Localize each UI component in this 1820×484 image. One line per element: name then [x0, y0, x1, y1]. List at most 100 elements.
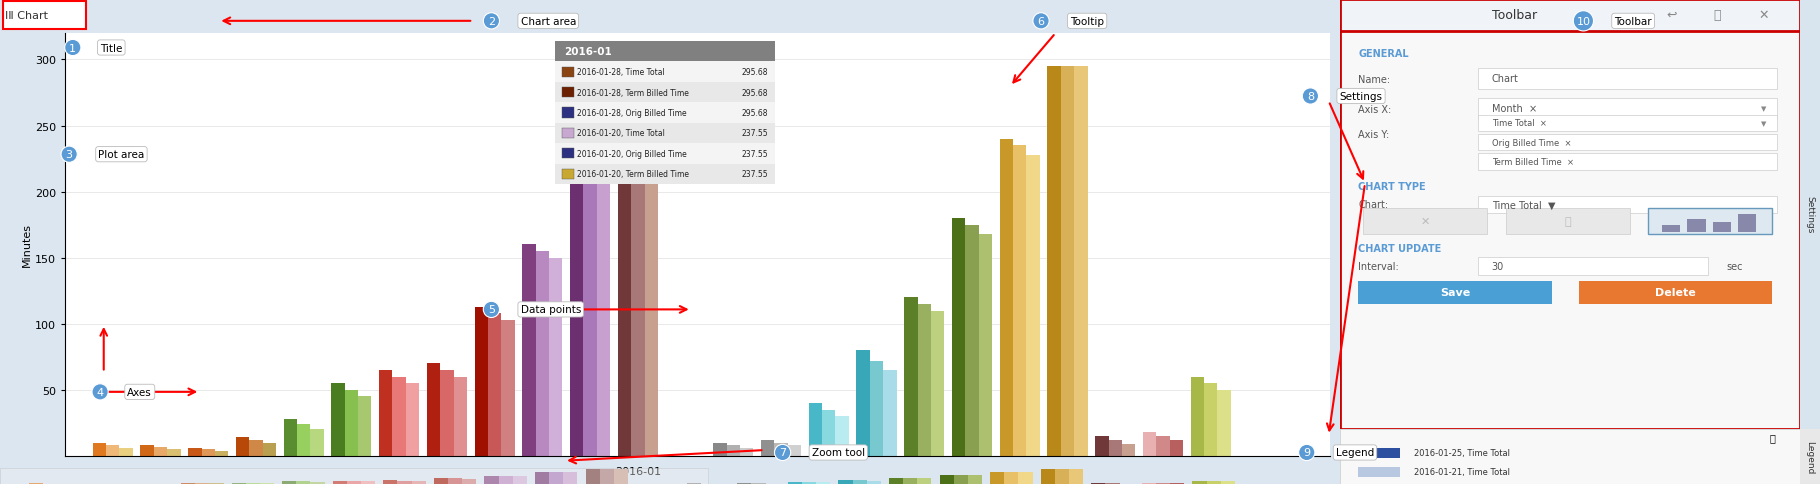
Bar	[555, 123, 775, 144]
Text: 2: 2	[488, 17, 495, 27]
Text: Axis Y:: Axis Y:	[1358, 129, 1390, 139]
Bar	[167, 449, 180, 456]
Bar	[1358, 467, 1400, 477]
Bar	[1478, 153, 1776, 170]
Text: 10: 10	[1576, 17, 1591, 27]
Text: Month  ×: Month ×	[1492, 104, 1536, 114]
Bar	[562, 129, 573, 139]
Bar	[1358, 281, 1552, 304]
Text: Axes: Axes	[127, 387, 153, 397]
Bar	[741, 448, 753, 456]
Bar	[1056, 469, 1068, 484]
Text: Toolbar: Toolbar	[1492, 9, 1538, 22]
Bar	[120, 448, 133, 456]
Bar	[344, 390, 359, 456]
Text: Term Billed Time  ×: Term Billed Time ×	[1492, 157, 1574, 166]
Bar	[1478, 99, 1776, 120]
Bar	[555, 83, 775, 103]
Bar	[917, 304, 930, 456]
Text: ▼: ▼	[1760, 106, 1765, 112]
Bar	[888, 478, 903, 484]
Bar	[644, 67, 657, 456]
Bar	[550, 258, 562, 456]
Bar	[231, 483, 246, 484]
Bar	[1478, 257, 1707, 275]
Text: 8: 8	[1307, 92, 1314, 102]
Bar	[501, 320, 515, 456]
Bar	[237, 438, 249, 456]
Bar	[522, 245, 535, 456]
Bar	[411, 481, 426, 484]
Bar	[952, 219, 965, 456]
Bar	[93, 443, 106, 456]
Bar	[903, 478, 917, 484]
Bar	[140, 445, 153, 456]
Bar	[1221, 482, 1234, 484]
Bar	[397, 481, 411, 484]
Bar	[617, 67, 632, 456]
Bar	[462, 479, 477, 484]
Bar	[393, 377, 406, 456]
Bar	[562, 108, 573, 119]
Text: 2016-01-20, Term Billed Time: 2016-01-20, Term Billed Time	[577, 170, 690, 179]
Bar	[1505, 209, 1629, 234]
Bar	[803, 482, 815, 484]
Bar	[106, 445, 120, 456]
Bar	[1738, 215, 1756, 232]
Bar	[1096, 436, 1108, 456]
Text: 9: 9	[1303, 448, 1310, 457]
Bar	[1478, 197, 1776, 214]
Bar	[555, 42, 775, 62]
Bar	[1041, 469, 1056, 484]
Bar	[968, 475, 983, 484]
Text: Save: Save	[1440, 287, 1471, 298]
Text: Chart:: Chart:	[1358, 200, 1389, 210]
Bar	[726, 445, 741, 456]
Bar	[1092, 483, 1105, 484]
Bar	[839, 480, 852, 484]
Bar	[1207, 481, 1221, 484]
Text: 2016-01-20, Orig Billed Time: 2016-01-20, Orig Billed Time	[577, 150, 686, 159]
Bar	[586, 469, 601, 484]
Text: 295.68: 295.68	[743, 68, 768, 77]
Bar	[1170, 440, 1183, 456]
Text: ↩: ↩	[1665, 9, 1676, 22]
Bar	[1074, 67, 1088, 456]
Bar	[359, 396, 371, 456]
Text: Plot area: Plot area	[98, 150, 144, 160]
Bar	[348, 481, 360, 484]
Bar	[917, 478, 932, 484]
Bar	[570, 142, 584, 456]
Text: Legend: Legend	[1805, 440, 1815, 473]
Bar	[1046, 67, 1061, 456]
Bar	[1363, 209, 1487, 234]
Bar	[562, 169, 573, 180]
Bar	[1068, 469, 1083, 484]
Text: 237.55: 237.55	[743, 150, 768, 159]
Bar	[1687, 219, 1705, 232]
Bar	[815, 483, 830, 484]
Bar	[835, 416, 848, 456]
Text: Time Total  ×: Time Total ×	[1492, 119, 1547, 128]
Y-axis label: Minutes: Minutes	[22, 223, 33, 267]
Bar	[562, 67, 573, 77]
Bar	[246, 483, 260, 484]
Bar	[905, 298, 917, 456]
Text: Time Total  ▼: Time Total ▼	[1492, 200, 1556, 210]
Bar	[883, 370, 897, 456]
Bar	[1156, 483, 1170, 484]
Bar	[788, 482, 803, 484]
Text: 295.68: 295.68	[743, 109, 768, 118]
Text: sec: sec	[1727, 261, 1744, 271]
Text: 237.55: 237.55	[743, 129, 768, 138]
Bar	[260, 483, 275, 484]
Text: 2016-01: 2016-01	[564, 47, 612, 57]
FancyBboxPatch shape	[555, 42, 775, 184]
Bar	[282, 481, 297, 484]
Bar	[484, 476, 499, 484]
Bar	[562, 149, 573, 159]
Text: Title: Title	[100, 44, 122, 53]
Bar	[453, 377, 468, 456]
Text: ▼: ▼	[1760, 121, 1765, 127]
Bar	[852, 480, 866, 484]
